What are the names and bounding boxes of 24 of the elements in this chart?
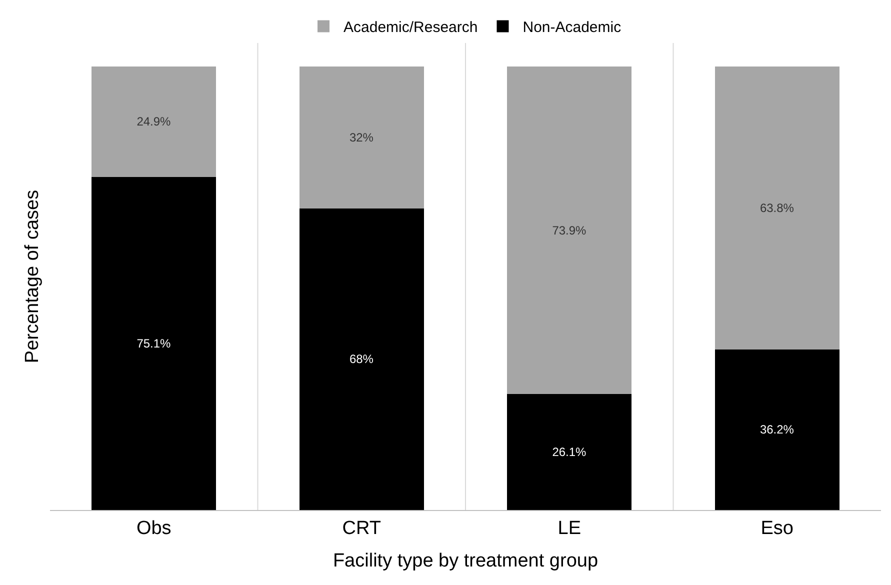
data-label: 24.9% [136,114,172,129]
legend-label: Non-Academic [522,19,622,36]
bar [299,66,424,208]
x-tick-label: Eso [760,518,794,539]
data-label: 73.9% [552,223,587,238]
bar [92,66,216,177]
x-axis-title: Facility type by treatment group [332,550,598,572]
data-label: 32% [349,130,374,144]
y-axis-title: Percentage of cases [22,190,43,364]
data-label: 68% [349,352,374,366]
data-label: 75.1% [136,336,172,350]
x-tick-label: CRT [342,518,382,539]
bar [299,208,424,510]
bar [507,66,632,394]
bar [714,66,840,350]
x-tick-label: Obs [136,518,172,539]
data-label: 26.1% [552,445,587,460]
bar [507,394,632,510]
bar [92,176,216,510]
data-label: 63.8% [760,200,794,215]
bar [714,349,840,510]
data-label: 36.2% [760,422,794,437]
x-tick-label: LE [558,518,582,539]
legend-label: Academic/Research [344,19,478,36]
